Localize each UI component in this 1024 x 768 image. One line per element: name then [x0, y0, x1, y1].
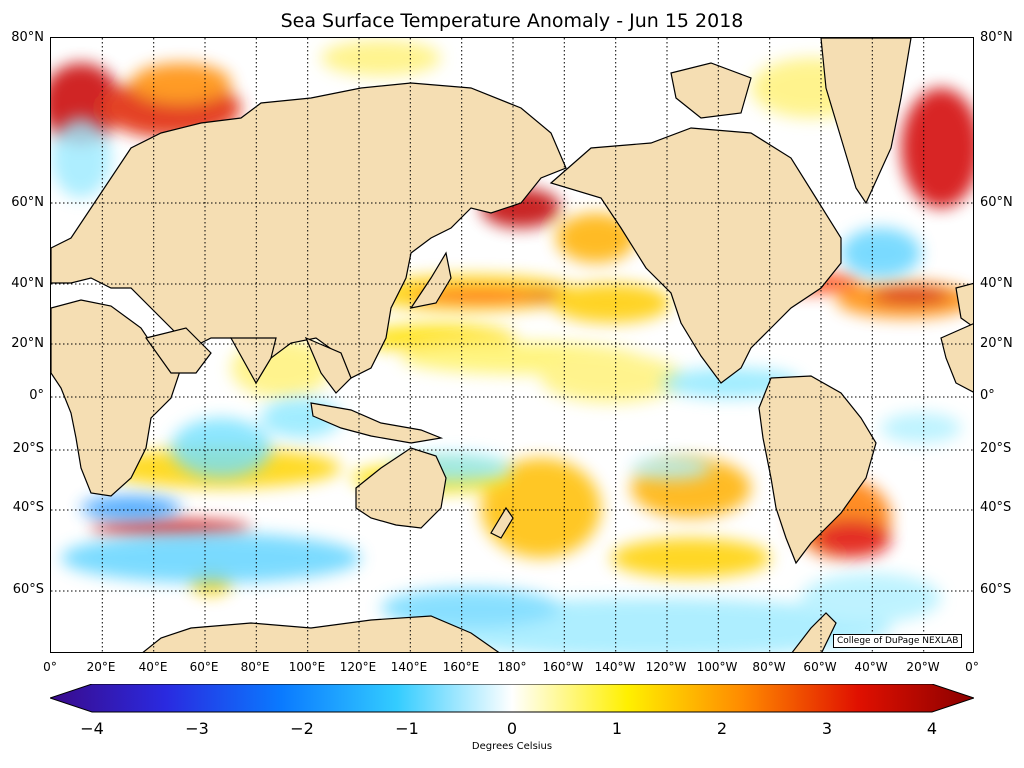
lat-label-60n-right: 60°N [980, 195, 1013, 210]
cb-tick-neg1: −1 [395, 719, 419, 738]
antarctica [142, 615, 500, 652]
lat-label-20s-right: 20°S [980, 441, 1012, 456]
lon-label-40w: 40°W [854, 660, 888, 674]
cb-tick-1: 1 [611, 719, 623, 738]
greenland [820, 38, 912, 205]
lon-label-140w: 140°W [594, 660, 636, 674]
arabian-peninsula [144, 327, 212, 374]
lat-label-60s-left: 60°S [12, 582, 44, 597]
lat-label-0-left: 0° [29, 388, 44, 403]
cb-tick-neg4: −4 [80, 719, 104, 738]
lat-label-40n-right: 40°N [980, 276, 1013, 291]
credit-label: College of DuPage NEXLAB [833, 634, 963, 648]
lon-label-160w: 160°W [542, 660, 584, 674]
colorbar-bar [50, 684, 974, 713]
lat-label-80n-left: 80°N [11, 30, 44, 45]
land-masses [51, 38, 973, 652]
cb-tick-neg2: −2 [290, 719, 314, 738]
lon-label-100w: 100°W [696, 660, 738, 674]
cool-anomalies [51, 118, 961, 652]
antarctica-peninsula [791, 612, 837, 652]
lon-label-20w: 20°W [906, 660, 940, 674]
lon-label-160e: 160°E [442, 660, 480, 674]
lat-label-40n-left: 40°N [11, 276, 44, 291]
lon-label-0-right: 0° [965, 660, 979, 674]
indian-subcontinent [229, 337, 277, 385]
lon-label-60w: 60°W [803, 660, 837, 674]
lat-label-40s-left: 40°S [12, 500, 44, 515]
lat-label-0-right: 0° [980, 388, 995, 403]
lon-label-120e: 120°E [339, 660, 377, 674]
lat-label-20n-right: 20°N [980, 336, 1013, 351]
cb-tick-0: 0 [506, 719, 518, 738]
lat-label-60n-left: 60°N [11, 195, 44, 210]
lon-label-120w: 120°W [645, 660, 687, 674]
cb-tick-neg3: −3 [185, 719, 209, 738]
lat-label-20s-left: 20°S [12, 441, 44, 456]
lon-label-60e: 60°E [189, 660, 219, 674]
arctic-islands [670, 62, 752, 119]
map-canvas [51, 38, 973, 652]
lat-label-20n-left: 20°N [11, 336, 44, 351]
lat-label-60s-right: 60°S [980, 582, 1012, 597]
southeast-asia [304, 336, 352, 394]
colorbar-unit-label: Degrees Celsius [471, 741, 553, 752]
cb-tick-4: 4 [926, 719, 938, 738]
lat-label-40s-right: 40°S [980, 500, 1012, 515]
lon-label-80e: 80°E [240, 660, 270, 674]
map-title: Sea Surface Temperature Anomaly - Jun 15… [280, 10, 744, 32]
sst-anomaly-map[interactable]: College of DuPage NEXLAB [50, 37, 974, 653]
north-america [549, 127, 842, 384]
lat-label-80n-right: 80°N [980, 30, 1013, 45]
new-zealand [490, 506, 514, 539]
south-america [758, 375, 877, 565]
africa-right-edge [940, 323, 973, 393]
graticule [51, 38, 973, 652]
africa [51, 299, 182, 497]
lon-label-100e: 100°E [288, 660, 326, 674]
colorbar [50, 684, 974, 713]
lon-label-180: 180° [497, 660, 527, 674]
cb-tick-2: 2 [716, 719, 728, 738]
lon-label-80w: 80°W [752, 660, 786, 674]
japan [409, 251, 452, 309]
indonesia [310, 402, 444, 444]
lon-label-40e: 40°E [138, 660, 168, 674]
cb-tick-3: 3 [821, 719, 833, 738]
australia [355, 447, 447, 529]
lon-label-0-left: 0° [43, 660, 57, 674]
iberia-right-edge [955, 282, 973, 328]
lon-label-20e: 20°E [86, 660, 116, 674]
lon-label-140e: 140°E [390, 660, 428, 674]
